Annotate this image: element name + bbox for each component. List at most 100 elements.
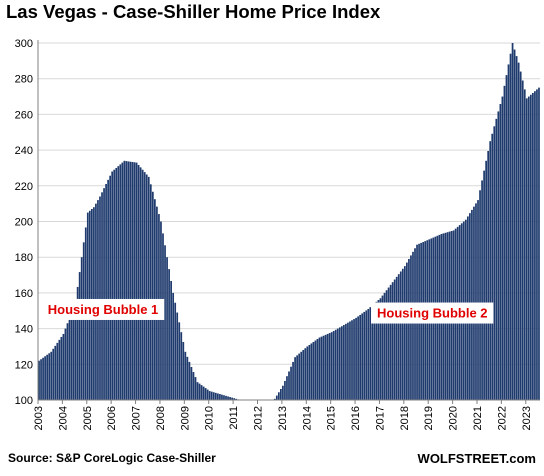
- bar: [277, 392, 280, 400]
- bar: [284, 380, 286, 400]
- bar: [324, 334, 327, 400]
- bar: [302, 350, 305, 400]
- bar: [517, 62, 520, 400]
- gridlines: [38, 42, 540, 401]
- bar: [44, 356, 46, 400]
- bar: [326, 333, 329, 400]
- bar: [408, 258, 410, 400]
- bar: [125, 161, 128, 400]
- bar: [529, 94, 532, 400]
- x-tick-label: 2014: [301, 406, 313, 430]
- bar: [80, 257, 83, 400]
- bar: [286, 376, 288, 400]
- bar: [410, 255, 412, 400]
- bar: [381, 295, 384, 400]
- bar: [109, 175, 112, 400]
- bar: [119, 164, 122, 400]
- bar: [375, 301, 378, 400]
- bar: [536, 89, 538, 400]
- bar: [70, 312, 73, 400]
- bar: [113, 169, 116, 400]
- bar: [38, 360, 40, 400]
- bar: [229, 397, 231, 400]
- bar: [298, 353, 301, 400]
- annotation-text: Housing Bubble 1: [48, 302, 159, 317]
- annotation-box: [41, 298, 165, 320]
- bar: [534, 91, 536, 400]
- annotation-box: [371, 302, 494, 324]
- bar: [121, 162, 124, 400]
- bar: [115, 167, 118, 400]
- bar: [204, 388, 207, 400]
- bar: [509, 53, 512, 401]
- bar: [62, 333, 65, 400]
- x-tick-label: 2015: [326, 406, 338, 430]
- x-tick-label: 2007: [131, 406, 143, 430]
- y-tick-label: 180: [15, 252, 33, 264]
- x-axis-ticks: 2003 2004 2005 2006 2007 2008 2009 2010 2011 2012…: [33, 400, 533, 430]
- bar: [133, 162, 136, 400]
- annotation: Housing Bubble 2: [371, 302, 494, 324]
- bar: [489, 141, 492, 401]
- bar: [182, 341, 185, 400]
- bar: [493, 126, 496, 401]
- bar: [345, 323, 347, 400]
- bar: [52, 348, 55, 400]
- bar: [397, 274, 400, 400]
- bar: [198, 383, 201, 400]
- bar: [525, 98, 528, 401]
- x-tick-label: 2012: [252, 406, 264, 430]
- bar: [135, 162, 138, 400]
- bar: [217, 393, 219, 400]
- bar: [172, 292, 175, 400]
- bar: [393, 279, 396, 400]
- bar: [76, 286, 79, 400]
- bar: [139, 167, 142, 400]
- bar: [192, 372, 195, 400]
- bar: [164, 245, 166, 400]
- bar: [186, 356, 189, 400]
- bar: [332, 330, 335, 400]
- bar: [355, 317, 357, 400]
- bar: [367, 308, 370, 400]
- bar: [107, 179, 109, 400]
- bar: [151, 191, 154, 400]
- bar: [143, 172, 146, 400]
- bar: [383, 292, 386, 400]
- bar: [501, 96, 504, 401]
- bar: [99, 196, 101, 400]
- bar: [227, 396, 229, 400]
- bar: [48, 353, 51, 400]
- bar: [101, 192, 103, 400]
- bar: [210, 391, 213, 400]
- bar: [184, 351, 187, 400]
- bar: [273, 398, 276, 400]
- bar: [141, 169, 144, 400]
- bar: [219, 394, 221, 400]
- bar: [371, 305, 374, 400]
- bar: [50, 351, 53, 400]
- bar: [180, 332, 183, 400]
- bar: [66, 323, 69, 400]
- bar: [223, 395, 225, 400]
- x-tick-label: 2010: [204, 406, 216, 430]
- x-tick-label: 2020: [448, 406, 460, 430]
- bar: [527, 96, 530, 401]
- bar: [487, 150, 490, 400]
- bar: [330, 332, 333, 400]
- bar: [123, 160, 126, 400]
- bar: [499, 103, 502, 401]
- bar: [334, 329, 337, 400]
- bar: [233, 398, 235, 400]
- bar: [387, 287, 390, 400]
- bar: [505, 75, 508, 400]
- bar: [532, 92, 534, 400]
- bar: [54, 345, 57, 400]
- bar: [523, 89, 526, 400]
- source-note: Source: S&P CoreLogic Case-Shiller: [8, 451, 216, 465]
- x-tick-label: 2023: [521, 406, 533, 430]
- bar: [491, 133, 494, 401]
- bar: [72, 307, 75, 400]
- bar: [308, 344, 311, 400]
- bar: [145, 174, 148, 400]
